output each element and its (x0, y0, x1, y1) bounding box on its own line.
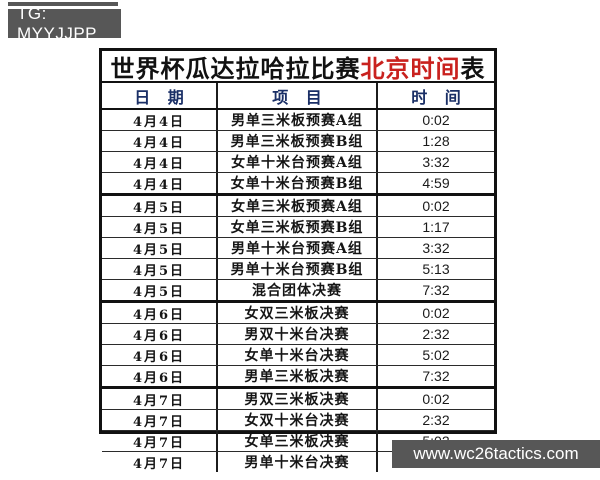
cell-event: 女双三米板决赛 (218, 303, 378, 323)
cell-event: 男单三米板预赛A组 (218, 110, 378, 130)
cell-time: 4:59 (422, 175, 450, 191)
table-row: 4月6日 女双三米板决赛 0:02 (102, 300, 494, 323)
cell-event: 女单十米台决赛 (218, 345, 378, 365)
cell-event: 男单三米板决赛 (218, 366, 378, 386)
cell-event: 男单十米台预赛A组 (218, 238, 378, 258)
header-event: 项 目 (218, 83, 378, 108)
cell-date: 4月7日 (102, 431, 218, 451)
top-strip (8, 2, 118, 6)
table-row: 4月5日 女单三米板预赛B组 1:17 (102, 216, 494, 237)
cell-time: 1:17 (422, 219, 450, 235)
cell-time: 0:02 (422, 305, 450, 321)
table-row: 4月5日 男单十米台预赛B组 5:13 (102, 258, 494, 279)
title-suffix: 表 (460, 53, 486, 83)
cell-event: 女单三米板预赛A组 (218, 196, 378, 216)
table-title: 世界杯瓜达拉哈拉比赛 北京时间表 (102, 51, 494, 83)
cell-date: 4月7日 (102, 410, 218, 430)
cell-time: 3:32 (422, 154, 450, 170)
schedule-table: 世界杯瓜达拉哈拉比赛 北京时间表 日 期 项 目 时 间 4月4日 男单三米板预赛A… (99, 48, 497, 472)
cell-event: 女单十米台预赛A组 (218, 152, 378, 172)
table-row: 4月6日 女单十米台决赛 5:02 (102, 344, 494, 365)
cell-date: 4月6日 (102, 366, 218, 386)
table-row: 4月4日 女单十米台预赛A组 3:32 (102, 151, 494, 172)
cell-date: 4月4日 (102, 131, 218, 151)
cell-event: 男单十米台决赛 (218, 452, 378, 472)
table-body: 4月4日 男单三米板预赛A组 0:02 4月4日 男单三米板预赛B组 1:28 4月4日 女单… (102, 110, 494, 472)
cell-date: 4月4日 (102, 173, 218, 193)
cell-date: 4月6日 (102, 303, 218, 323)
table-row: 4月6日 男单三米板决赛 7:32 (102, 365, 494, 386)
cell-date: 4月6日 (102, 345, 218, 365)
cell-time: 5:13 (422, 261, 450, 277)
cell-date: 4月5日 (102, 217, 218, 237)
cell-date: 4月7日 (102, 389, 218, 409)
table-row: 4月6日 男双十米台决赛 2:32 (102, 323, 494, 344)
table-header: 日 期 项 目 时 间 (102, 83, 494, 110)
cell-time: 3:32 (422, 240, 450, 256)
cell-event: 混合团体决赛 (218, 280, 378, 300)
cell-event: 男双十米台决赛 (218, 324, 378, 344)
cell-date: 4月5日 (102, 196, 218, 216)
table-row: 4月4日 男单三米板预赛A组 0:02 (102, 110, 494, 130)
cell-date: 4月5日 (102, 259, 218, 279)
cell-time: 0:02 (422, 112, 450, 128)
table-row: 4月4日 女单十米台预赛B组 4:59 (102, 172, 494, 193)
telegram-badge: TG: MYYJJPP (8, 4, 121, 43)
cell-date: 4月4日 (102, 110, 218, 130)
cell-event: 女单三米板预赛B组 (218, 217, 378, 237)
cell-date: 4月5日 (102, 280, 218, 300)
cell-event: 男单十米台预赛B组 (218, 259, 378, 279)
title-highlight: 北京时间 (360, 53, 461, 83)
cell-date: 4月6日 (102, 324, 218, 344)
cell-time: 0:02 (422, 391, 450, 407)
table-row: 4月5日 混合团体决赛 7:32 (102, 279, 494, 300)
cell-event: 男双三米板决赛 (218, 389, 378, 409)
cell-time: 0:02 (422, 198, 450, 214)
table-row: 4月5日 男单十米台预赛A组 3:32 (102, 237, 494, 258)
header-time: 时 间 (411, 87, 467, 107)
cell-date: 4月7日 (102, 452, 218, 472)
cell-time: 2:32 (422, 326, 450, 342)
cell-event: 女单十米台预赛B组 (218, 173, 378, 193)
table-row: 4月7日女单三米板决赛5:02 (102, 430, 494, 451)
cell-time: 5:02 (422, 347, 450, 363)
cell-time: 7:32 (422, 282, 450, 298)
cell-date: 4月4日 (102, 152, 218, 172)
header-date: 日 期 (102, 83, 218, 108)
website-badge: www.wc26tactics.com (392, 440, 600, 468)
title-prefix: 世界杯瓜达拉哈拉比赛 (110, 53, 361, 83)
cell-time: 1:28 (422, 133, 450, 149)
table-row: 4月7日 女双十米台决赛 2:32 (102, 409, 494, 430)
cell-event: 女单三米板决赛 (218, 431, 378, 451)
table-row: 4月4日 男单三米板预赛B组 1:28 (102, 130, 494, 151)
table-row: 4月7日 男双三米板决赛 0:02 (102, 386, 494, 409)
cell-event: 男单三米板预赛B组 (218, 131, 378, 151)
cell-time: 7:32 (422, 368, 450, 384)
cell-event: 女双十米台决赛 (218, 410, 378, 430)
table-row: 4月5日 女单三米板预赛A组 0:02 (102, 193, 494, 216)
cell-date: 4月5日 (102, 238, 218, 258)
cell-time: 2:32 (422, 412, 450, 428)
